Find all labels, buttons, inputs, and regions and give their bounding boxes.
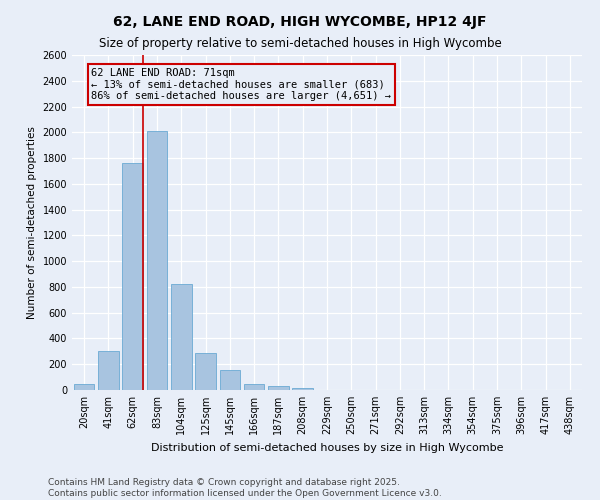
Y-axis label: Number of semi-detached properties: Number of semi-detached properties	[27, 126, 37, 319]
Bar	[98, 352, 119, 390]
Text: Size of property relative to semi-detached houses in High Wycombe: Size of property relative to semi-detach…	[98, 38, 502, 51]
Bar	[195, 352, 216, 390]
Bar	[244, 384, 265, 390]
Bar	[171, 284, 191, 390]
Text: 62 LANE END ROAD: 71sqm
← 13% of semi-detached houses are smaller (683)
86% of s: 62 LANE END ROAD: 71sqm ← 13% of semi-de…	[91, 68, 391, 101]
Bar	[268, 386, 289, 390]
Bar	[146, 131, 167, 390]
Bar	[220, 370, 240, 390]
Bar	[292, 388, 313, 390]
Text: 62, LANE END ROAD, HIGH WYCOMBE, HP12 4JF: 62, LANE END ROAD, HIGH WYCOMBE, HP12 4J…	[113, 15, 487, 29]
X-axis label: Distribution of semi-detached houses by size in High Wycombe: Distribution of semi-detached houses by …	[151, 442, 503, 452]
Bar	[74, 384, 94, 390]
Text: Contains HM Land Registry data © Crown copyright and database right 2025.
Contai: Contains HM Land Registry data © Crown c…	[48, 478, 442, 498]
Bar	[122, 163, 143, 390]
